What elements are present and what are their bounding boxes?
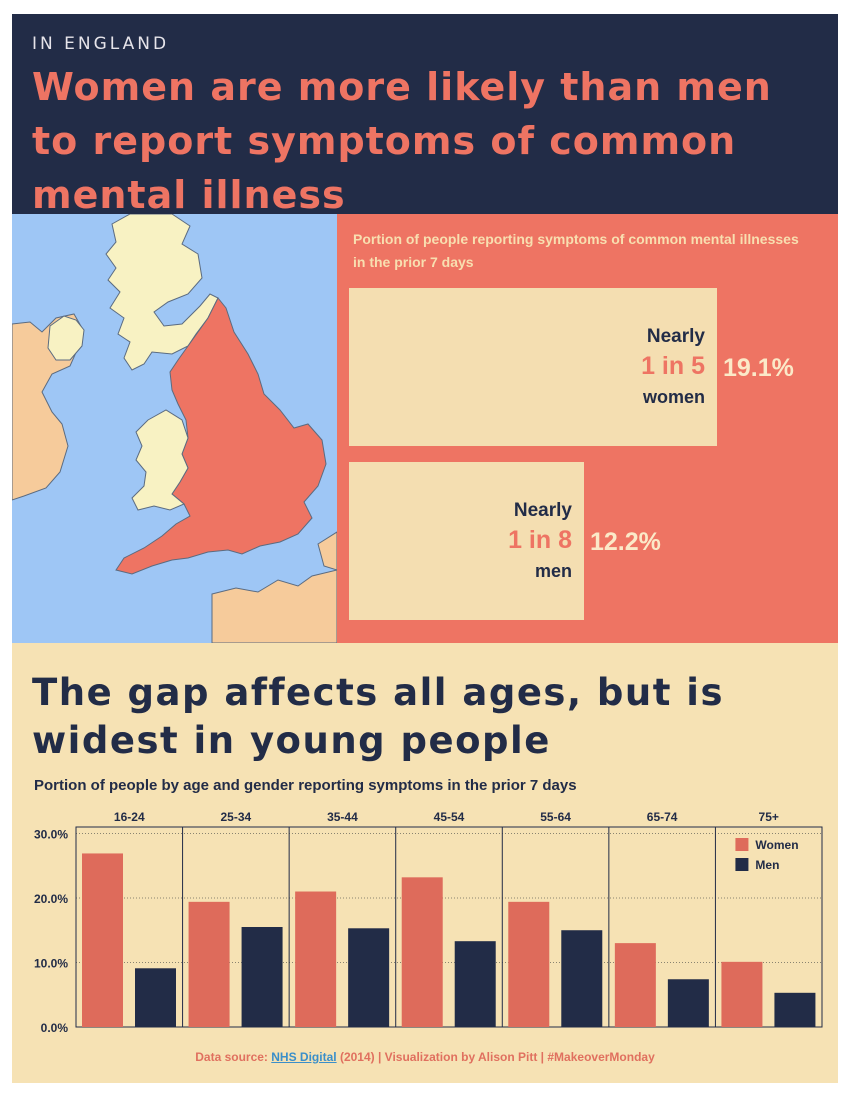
data-source-footer: Data source: NHS Digital (2014) | Visual… [12, 1050, 838, 1064]
page-title: Women are more likely than men to report… [32, 65, 772, 217]
category-label: 65-74 [647, 810, 678, 824]
summary-caption: Portion of people reporting symptoms of … [353, 231, 799, 270]
women-ratio-label: 1 in 5 [641, 352, 705, 380]
legend-label-women: Women [755, 838, 798, 852]
y-tick-label: 30.0% [34, 827, 68, 841]
category-label: 45-54 [434, 810, 465, 824]
header-banner: IN ENGLAND Women are more likely than me… [12, 14, 838, 217]
bar-women-25-34 [188, 901, 230, 1027]
legend-swatch-women [735, 838, 749, 851]
bar-men-75+ [774, 992, 816, 1027]
y-tick-label: 10.0% [34, 956, 68, 970]
eyebrow-label: IN ENGLAND [32, 34, 170, 54]
y-tick-label: 0.0% [41, 1021, 69, 1035]
bar-women-55-64 [508, 901, 550, 1027]
summary-panel: Portion of people reporting symptoms of … [337, 214, 838, 643]
northern-ireland-landmass [47, 315, 85, 361]
women-gender-label: women [642, 387, 705, 407]
men-ratio-label: 1 in 8 [508, 526, 572, 554]
legend-swatch-men [735, 858, 749, 871]
men-percent-label: 12.2% [590, 528, 661, 556]
category-label: 75+ [759, 810, 779, 824]
bar-men-65-74 [667, 979, 709, 1027]
age-gender-bar-chart: 0.0% 10.0% 20.0% 30.0% 16-24 25-34 35-44 45-54 5… [34, 810, 823, 1035]
bar-men-25-34 [241, 927, 283, 1027]
y-tick-label: 20.0% [34, 892, 68, 906]
category-label: 55-64 [540, 810, 571, 824]
category-label: 25-34 [221, 810, 252, 824]
bar-men-45-54 [454, 941, 496, 1027]
chart-caption: Portion of people by age and gender repo… [34, 777, 577, 794]
age-section: The gap affects all ages, but is widest … [12, 643, 838, 1083]
bar-women-45-54 [401, 877, 443, 1027]
women-percent-label: 19.1% [723, 354, 794, 382]
footer-prefix: Data source: [195, 1050, 272, 1064]
footer-suffix: (2014) | Visualization by Alison Pitt | … [336, 1050, 655, 1064]
men-box: Nearly 1 in 8 men [349, 462, 584, 620]
men-nearly-label: Nearly [513, 500, 572, 521]
bar-men-35-44 [348, 928, 390, 1027]
women-box: Nearly 1 in 5 women [349, 288, 717, 446]
map-of-great-britain-icon [12, 214, 337, 643]
nhs-digital-link[interactable]: NHS Digital [271, 1050, 337, 1064]
plot-frame [75, 826, 823, 1028]
bar-women-35-44 [295, 891, 337, 1027]
category-label: 16-24 [114, 810, 145, 824]
bar-women-65-74 [614, 943, 656, 1027]
bar-women-75+ [721, 961, 763, 1027]
men-gender-label: men [534, 561, 572, 581]
france-landmass [211, 569, 337, 643]
bar-women-16-24 [82, 853, 123, 1027]
women-box-text: Nearly 1 in 5 women [505, 326, 705, 410]
belgium-landmass [317, 531, 337, 571]
legend-label-men: Men [755, 858, 779, 872]
men-box-text: Nearly 1 in 8 men [372, 500, 572, 584]
bar-men-55-64 [561, 930, 603, 1027]
category-label: 35-44 [327, 810, 358, 824]
bar-men-16-24 [135, 968, 176, 1027]
women-nearly-label: Nearly [646, 326, 705, 347]
map-panel [12, 214, 337, 643]
wales-landmass [131, 409, 189, 511]
age-section-heading: The gap affects all ages, but is widest … [32, 671, 724, 762]
